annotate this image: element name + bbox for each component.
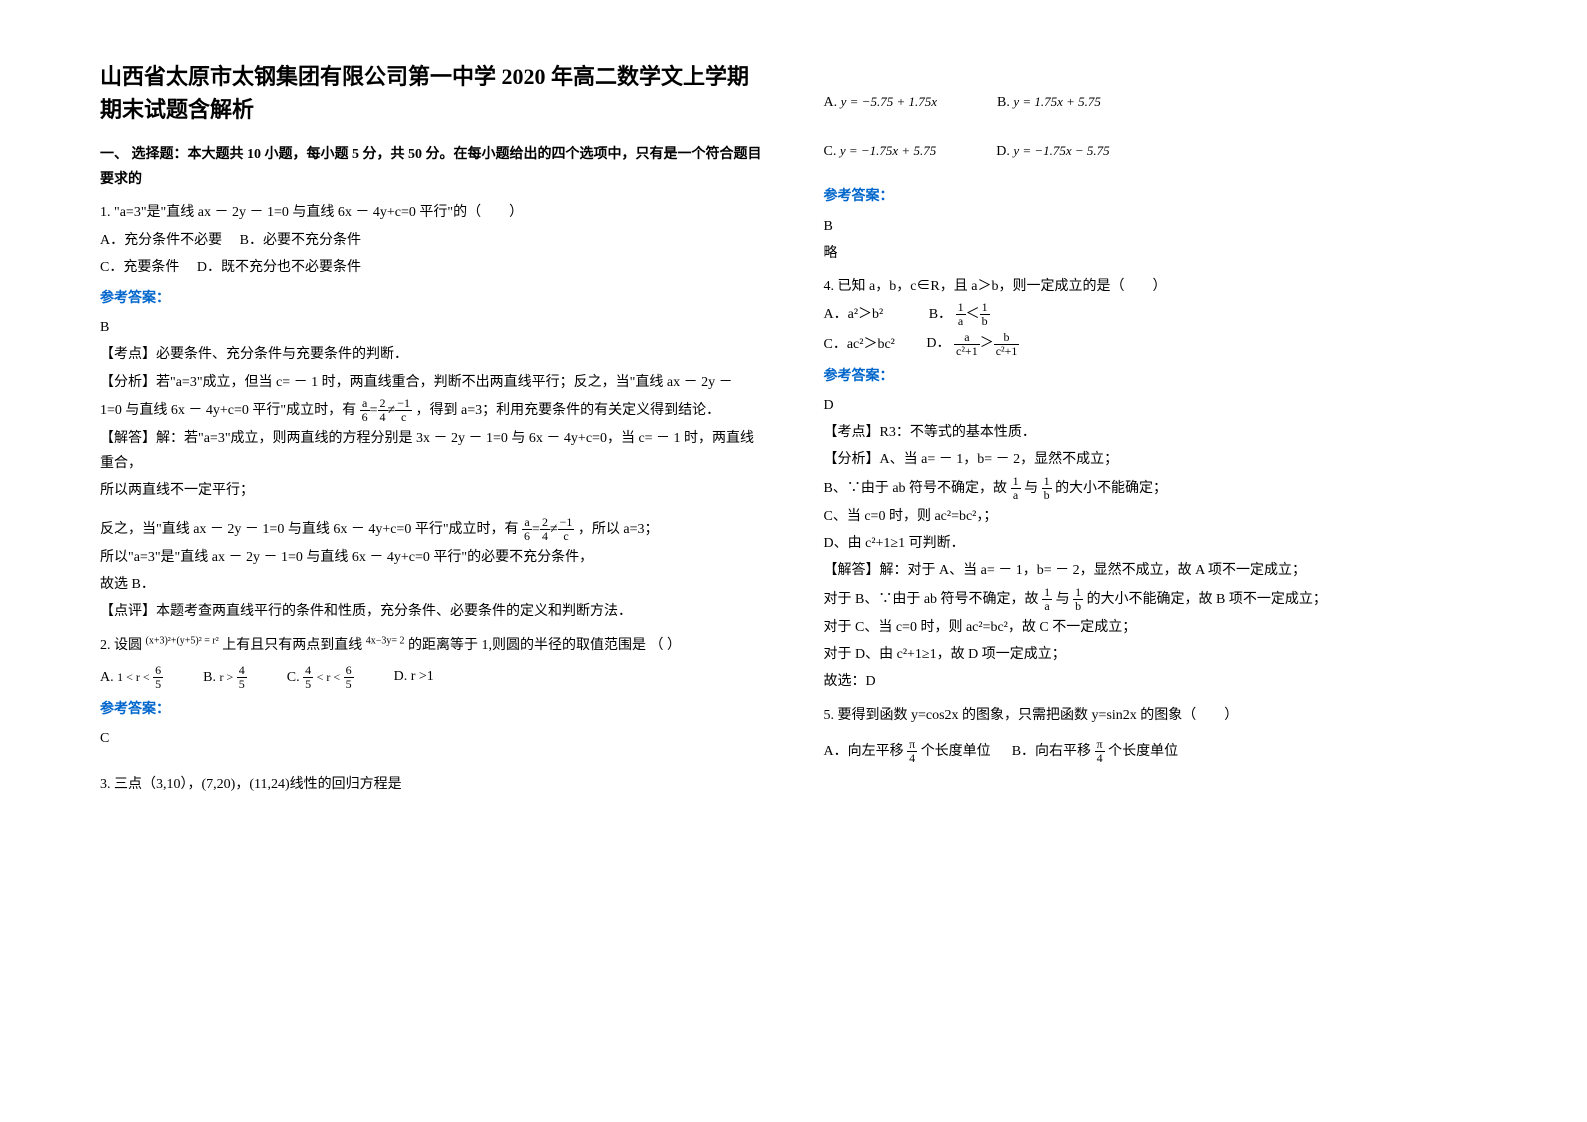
question-3-stem: 3. 三点（3,10），(7,20)，(11,24)线性的回归方程是: [100, 772, 764, 797]
q5-text: 5. 要得到函数 y=cos2x 的图象，只需把函数 y=sin2x 的图象（ …: [824, 703, 1488, 728]
section-heading: 一、 选择题：本大题共 10 小题，每小题 5 分，共 50 分。在每小题给出的…: [100, 142, 764, 192]
q4-optB: B． 1a＜1b: [929, 307, 990, 322]
q1-optA: A．充分条件不必要: [100, 233, 222, 248]
q2-answer-label: 参考答案：: [100, 697, 764, 722]
q4-optD: D． ac²+1＞bc²+1: [926, 336, 1019, 351]
q4-jieda1: 【解答】解：对于 A、当 a= － 1，b= － 2，显然不成立，故 A 项不一…: [824, 558, 1488, 583]
q3-optD: D. y = −1.75x − 5.75: [996, 139, 1109, 164]
q4-jieda3: 对于 C、当 c=0 时，则 ac²=bc²，故 C 不一定成立；: [824, 615, 1488, 640]
q4-jieda4: 对于 D、由 c²+1≥1，故 D 项一定成立；: [824, 642, 1488, 667]
q5-optA: A．向左平移 π4 个长度单位: [824, 744, 995, 759]
q1-optC: C．充要条件: [100, 260, 179, 275]
q2-options: A. 1 < r < 65 B. r > 45 C. 45 < r < 65 D…: [100, 664, 764, 691]
q4-text: 4. 已知 a，b，c∈R，且 a＞b，则一定成立的是（ ）: [824, 274, 1488, 299]
question-4: 4. 已知 a，b，c∈R，且 a＞b，则一定成立的是（ ） A．a²＞b² B…: [824, 274, 1488, 695]
q4-jieda2: 对于 B、∵由于 ab 符号不确定，故 1a 与 1b 的大小不能确定，故 B …: [824, 586, 1488, 613]
q1-jieda4: 所以"a=3"是"直线 ax － 2y － 1=0 与直线 6x － 4y+c=…: [100, 545, 764, 570]
frac-neg1c: −1c: [395, 397, 412, 424]
q4-answer: D: [824, 393, 1488, 418]
q3-lue: 略: [824, 241, 1488, 266]
q1-jieda5: 故选 B．: [100, 572, 764, 597]
frac-a6: a6: [360, 397, 370, 424]
q1-jieda3: 反之，当"直线 ax － 2y － 1=0 与直线 6x － 4y+c=0 平行…: [100, 516, 764, 543]
question-1: 1. "a=3"是"直线 ax － 2y － 1=0 与直线 6x － 4y+c…: [100, 200, 764, 624]
q3-text: 3. 三点（3,10），(7,20)，(11,24)线性的回归方程是: [100, 772, 764, 797]
q1-optD: D．既不充分也不必要条件: [197, 260, 361, 275]
q3-answer: B: [824, 214, 1488, 239]
q1-jieda1: 【解答】解：若"a=3"成立，则两直线的方程分别是 3x － 2y － 1=0 …: [100, 426, 764, 476]
q2-optA: A. 1 < r < 65: [100, 664, 163, 691]
question-3-options: A. y = −5.75 + 1.75x B. y = 1.75x + 5.75…: [824, 90, 1488, 266]
page-title: 山西省太原市太钢集团有限公司第一中学 2020 年高二数学文上学期期末试题含解析: [100, 60, 764, 126]
q1-jieda2: 所以两直线不一定平行；: [100, 478, 764, 503]
q4-jieda5: 故选：D: [824, 669, 1488, 694]
q4-fenxi3: C、当 c=0 时，则 ac²=bc²，；: [824, 504, 1488, 529]
q4-fenxi4: D、由 c²+1≥1 可判断．: [824, 531, 1488, 556]
q3-optB: B. y = 1.75x + 5.75: [997, 90, 1101, 115]
frac-24: 24: [378, 397, 388, 424]
q3-answer-label: 参考答案：: [824, 184, 1488, 209]
q1-kaodian: 【考点】必要条件、充分条件与充要条件的判断．: [100, 342, 764, 367]
q5-optB: B．向右平移 π4 个长度单位: [1012, 744, 1178, 759]
q1-answer: B: [100, 315, 764, 340]
q4-optA: A．a²＞b²: [824, 307, 884, 322]
q4-kaodian: 【考点】R3：不等式的基本性质．: [824, 420, 1488, 445]
q1-text: 1. "a=3"是"直线 ax － 2y － 1=0 与直线 6x － 4y+c…: [100, 200, 764, 225]
frac-a6b: a6: [522, 516, 532, 543]
right-column: A. y = −5.75 + 1.75x B. y = 1.75x + 5.75…: [824, 60, 1488, 799]
q4-optC: C．ac²＞bc²: [824, 336, 895, 351]
left-column: 山西省太原市太钢集团有限公司第一中学 2020 年高二数学文上学期期末试题含解析…: [100, 60, 764, 799]
q1-optB: B．必要不充分条件: [240, 233, 361, 248]
q2-optC: C. 45 < r < 65: [287, 664, 354, 691]
q3-optA: A. y = −5.75 + 1.75x: [824, 90, 937, 115]
q3-optC: C. y = −1.75x + 5.75: [824, 139, 937, 164]
q2-text: 2. 设圆 (x+3)²+(y+5)² = r² 上有且只有两点到直线 4x−3…: [100, 633, 764, 658]
q1-answer-label: 参考答案：: [100, 286, 764, 311]
frac-neg1cb: −1c: [558, 516, 575, 543]
question-5: 5. 要得到函数 y=cos2x 的图象，只需把函数 y=sin2x 的图象（ …: [824, 703, 1488, 766]
q1-fenxi-prefix: 【分析】若"a=3"成立，但当 c= － 1 时，两直线重合，判断不出两直线平行…: [100, 370, 764, 395]
q1-dianping: 【点评】本题考查两直线平行的条件和性质，充分条件、必要条件的定义和判断方法．: [100, 599, 764, 624]
q1-fenxi-line: 1=0 与直线 6x － 4y+c=0 平行"成立时，有 a6=24≠−1c ，…: [100, 397, 764, 424]
q4-fenxi1: 【分析】A、当 a= － 1，b= － 2，显然不成立；: [824, 447, 1488, 472]
q4-fenxi2: B、∵由于 ab 符号不确定，故 1a 与 1b 的大小不能确定；: [824, 475, 1488, 502]
question-2: 2. 设圆 (x+3)²+(y+5)² = r² 上有且只有两点到直线 4x−3…: [100, 633, 764, 752]
q4-answer-label: 参考答案：: [824, 364, 1488, 389]
q2-optB: B. r > 45: [203, 664, 247, 691]
q2-optD: D. r >1: [394, 664, 434, 691]
q2-answer: C: [100, 726, 764, 751]
frac-24b: 24: [540, 516, 550, 543]
